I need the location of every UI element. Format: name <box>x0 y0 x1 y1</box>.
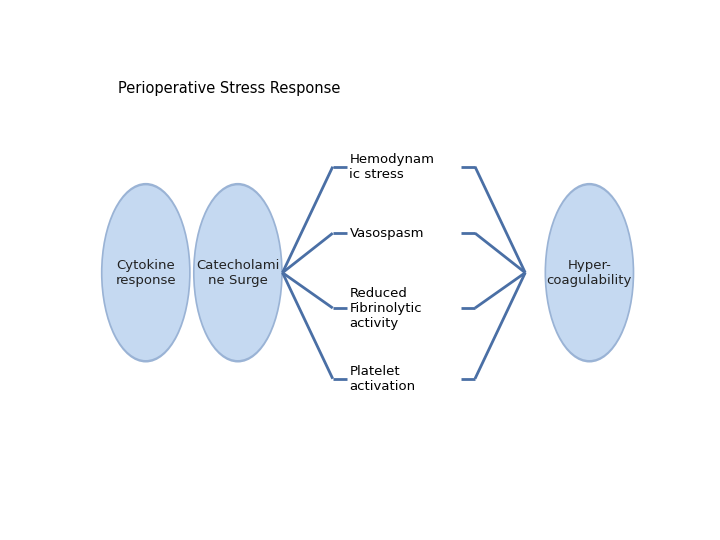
Text: Hyper-
coagulability: Hyper- coagulability <box>546 259 632 287</box>
Ellipse shape <box>194 185 281 360</box>
Text: Hemodynam
ic stress: Hemodynam ic stress <box>349 153 434 181</box>
Ellipse shape <box>544 183 634 362</box>
Ellipse shape <box>101 183 191 362</box>
Ellipse shape <box>546 185 633 360</box>
Ellipse shape <box>102 185 189 360</box>
Text: Catecholami
ne Surge: Catecholami ne Surge <box>196 259 279 287</box>
Text: Perioperative Stress Response: Perioperative Stress Response <box>118 82 341 97</box>
Text: Vasospasm: Vasospasm <box>349 227 424 240</box>
Text: Cytokine
response: Cytokine response <box>115 259 176 287</box>
Text: Reduced
Fibrinolytic
activity: Reduced Fibrinolytic activity <box>349 287 422 329</box>
Text: Platelet
activation: Platelet activation <box>349 364 415 393</box>
Ellipse shape <box>193 183 283 362</box>
